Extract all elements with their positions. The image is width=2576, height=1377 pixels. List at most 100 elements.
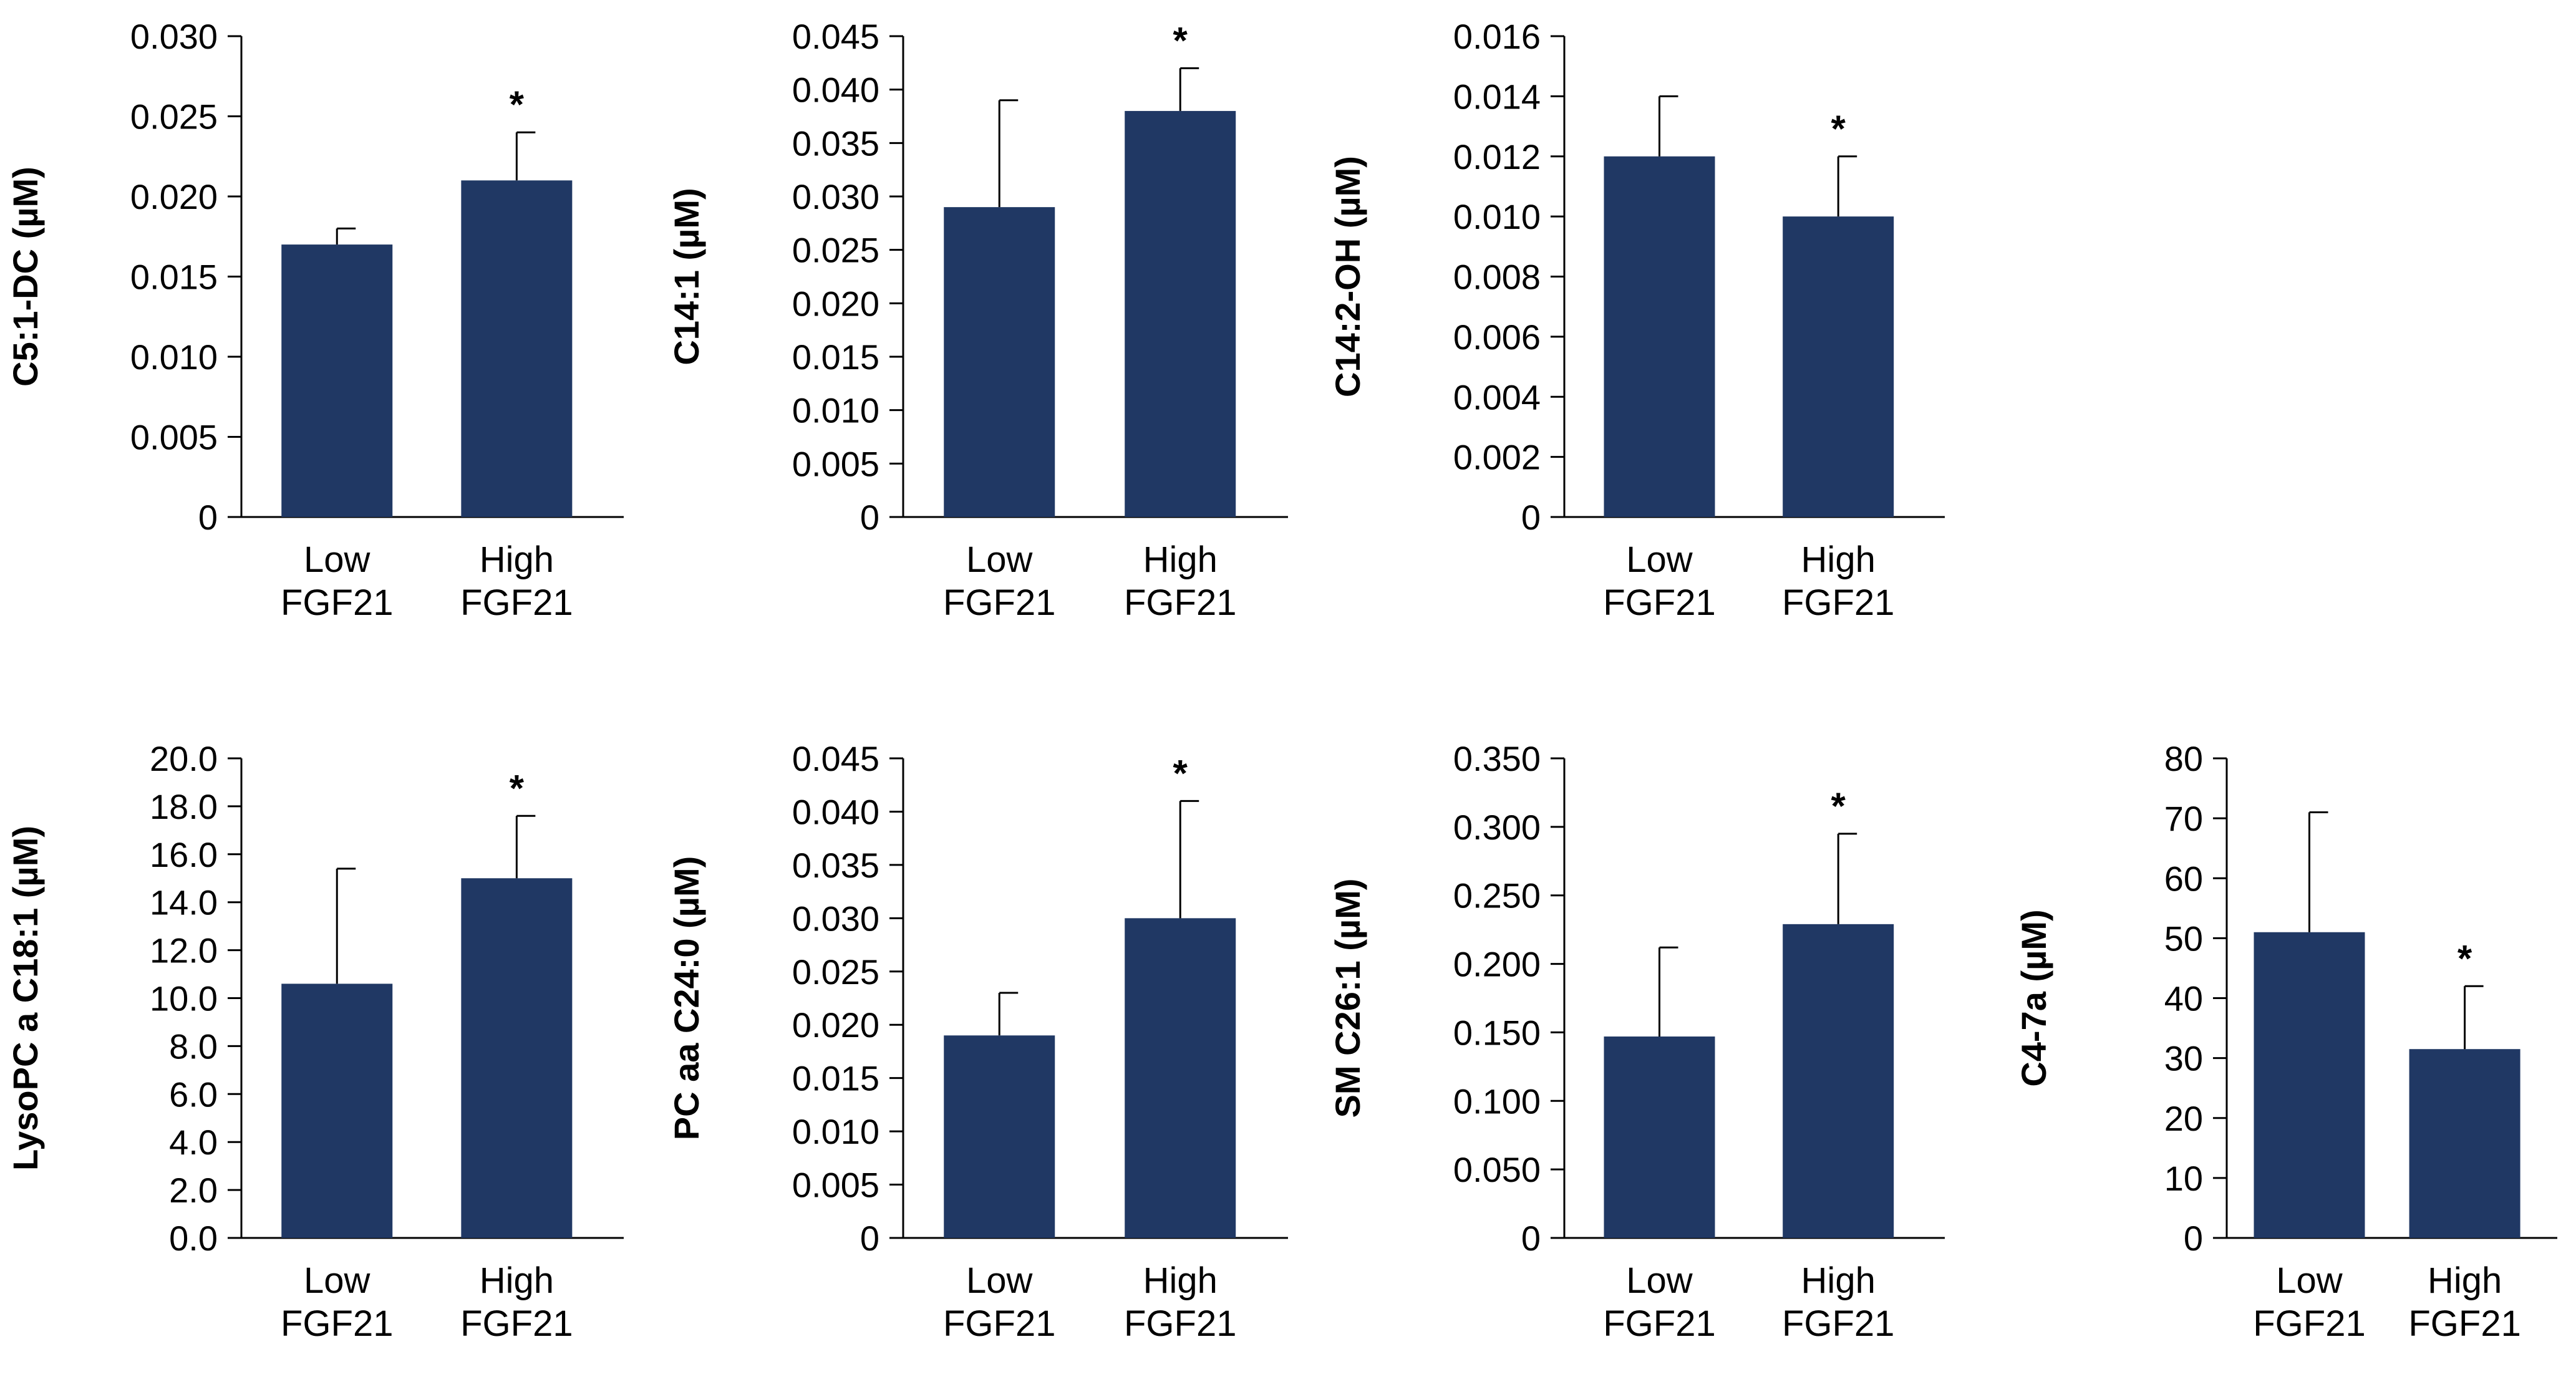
x-category-label: High [480, 539, 554, 580]
bar-high [2409, 1049, 2520, 1238]
chart-panel-1: 0 0.005 0.010 0.015 0.020 0.025 0.030 C5:1-DC (… [6, 17, 624, 623]
y-tick-label: 0.005 [792, 444, 879, 483]
y-tick-label: 0.300 [1453, 808, 1541, 847]
x-category-label: FGF21 [460, 582, 573, 623]
y-axis-label: C5:1-DC (µM) [6, 167, 45, 387]
significance-marker: * [2457, 937, 2472, 979]
significance-marker: * [1173, 19, 1188, 61]
y-tick-label: 0.010 [792, 391, 879, 430]
chart-panel-3: 0 0.002 0.004 0.006 0.008 0.010 0.012 0.014 0.01… [1328, 17, 1945, 623]
y-tick-label: 0.005 [130, 418, 218, 457]
x-category-label: Low [966, 1260, 1034, 1301]
y-tick-label: 20 [2164, 1099, 2203, 1138]
bar-high [1783, 216, 1894, 517]
y-tick-label: 0.035 [792, 123, 879, 163]
bar-low [281, 244, 393, 517]
chart-panel-6: 0 0.050 0.100 0.150 0.200 0.250 0.300 0.350 SM C… [1328, 739, 1945, 1344]
y-tick-label: 0.008 [1453, 258, 1541, 297]
bar-low [944, 207, 1055, 517]
x-category-label: FGF21 [1124, 582, 1237, 623]
y-tick-label: 0.150 [1453, 1013, 1541, 1052]
x-category-label: High [2428, 1260, 2502, 1301]
y-tick-label: 0.030 [792, 177, 879, 216]
x-category-label: High [1801, 539, 1876, 580]
y-tick-label: 0.015 [792, 1059, 879, 1098]
x-category-label: FGF21 [281, 582, 394, 623]
y-tick-label: 0 [198, 498, 218, 537]
x-category-label: FGF21 [943, 582, 1056, 623]
chart-panel-4: 0.0 2.0 4.0 6.0 8.0 10.0 12.0 14.0 16.0 18.0 20.0 L… [6, 739, 624, 1344]
bar-high [1783, 924, 1894, 1238]
y-tick-label: 0.002 [1453, 438, 1541, 477]
y-tick-label: 0 [2184, 1219, 2203, 1258]
y-tick-label: 18.0 [150, 787, 218, 826]
y-tick-label: 0.025 [130, 97, 218, 137]
x-category-label: FGF21 [1603, 582, 1716, 623]
y-tick-label: 0.025 [792, 952, 879, 992]
x-category-label: High [1143, 539, 1218, 580]
y-tick-label: 80 [2164, 739, 2203, 778]
y-tick-label: 0.004 [1453, 377, 1541, 417]
x-category-label: Low [2276, 1260, 2343, 1301]
y-tick-label: 0.100 [1453, 1081, 1541, 1121]
y-tick-label: 0.200 [1453, 945, 1541, 984]
y-tick-label: 0.035 [792, 846, 879, 885]
y-tick-label: 0.020 [792, 1005, 879, 1045]
y-tick-label: 0.015 [792, 337, 879, 377]
y-tick-label: 70 [2164, 799, 2203, 838]
significance-marker: * [1831, 785, 1846, 827]
y-tick-label: 0.250 [1453, 876, 1541, 916]
y-axis-label: C4-7a (µM) [2014, 909, 2053, 1086]
y-tick-label: 10 [2164, 1159, 2203, 1198]
y-tick-label: 0.006 [1453, 317, 1541, 357]
y-tick-label: 0.014 [1453, 77, 1541, 116]
y-axis-label: C14:2-OH (µM) [1328, 156, 1367, 397]
y-tick-label: 14.0 [150, 883, 218, 922]
bar-high [461, 878, 573, 1238]
y-tick-label: 16.0 [150, 835, 218, 874]
significance-marker: * [510, 767, 525, 809]
x-category-label: FGF21 [1124, 1303, 1237, 1344]
y-tick-label: 0.350 [1453, 739, 1541, 778]
y-tick-label: 2.0 [169, 1171, 218, 1210]
y-tick-label: 0.020 [130, 177, 218, 216]
y-tick-label: 0.050 [1453, 1150, 1541, 1189]
x-category-label: High [1801, 1260, 1876, 1301]
chart-panel-5: 0 0.005 0.010 0.015 0.020 0.025 0.030 0.035 0.04… [667, 739, 1288, 1344]
bar-low [2254, 932, 2365, 1238]
y-tick-label: 0.030 [792, 899, 879, 938]
y-tick-label: 0.030 [130, 17, 218, 56]
x-category-label: Low [304, 1260, 371, 1301]
y-axis-label: SM C26:1 (µM) [1328, 879, 1367, 1118]
y-tick-label: 8.0 [169, 1027, 218, 1066]
y-tick-label: 12.0 [150, 931, 218, 970]
x-category-label: FGF21 [1603, 1303, 1716, 1344]
x-category-label: FGF21 [2408, 1303, 2521, 1344]
y-axis-label: C14:1 (µM) [667, 188, 706, 365]
y-axis-label: LysoPC a C18:1 (µM) [6, 826, 45, 1171]
bar-high [461, 180, 573, 517]
y-tick-label: 0 [1521, 1219, 1541, 1258]
bar-low [1604, 156, 1715, 517]
x-category-label: High [1143, 1260, 1218, 1301]
y-tick-label: 0.040 [792, 70, 879, 110]
bar-high [1125, 110, 1236, 517]
y-tick-label: 0.012 [1453, 137, 1541, 176]
y-tick-label: 20.0 [150, 739, 218, 778]
y-tick-label: 4.0 [169, 1123, 218, 1162]
y-tick-label: 0.0 [169, 1219, 218, 1258]
y-tick-label: 0.010 [1453, 197, 1541, 236]
y-tick-label: 0.045 [792, 739, 879, 778]
x-category-label: FGF21 [460, 1303, 573, 1344]
bar-low [944, 1035, 1055, 1238]
significance-marker: * [1173, 752, 1188, 794]
y-tick-label: 30 [2164, 1039, 2203, 1078]
y-tick-label: 0.015 [130, 258, 218, 297]
x-category-label: FGF21 [1782, 1303, 1895, 1344]
y-tick-label: 0 [860, 498, 879, 537]
x-category-label: Low [304, 539, 371, 580]
y-tick-label: 0 [860, 1219, 879, 1258]
y-tick-label: 0.025 [792, 231, 879, 270]
